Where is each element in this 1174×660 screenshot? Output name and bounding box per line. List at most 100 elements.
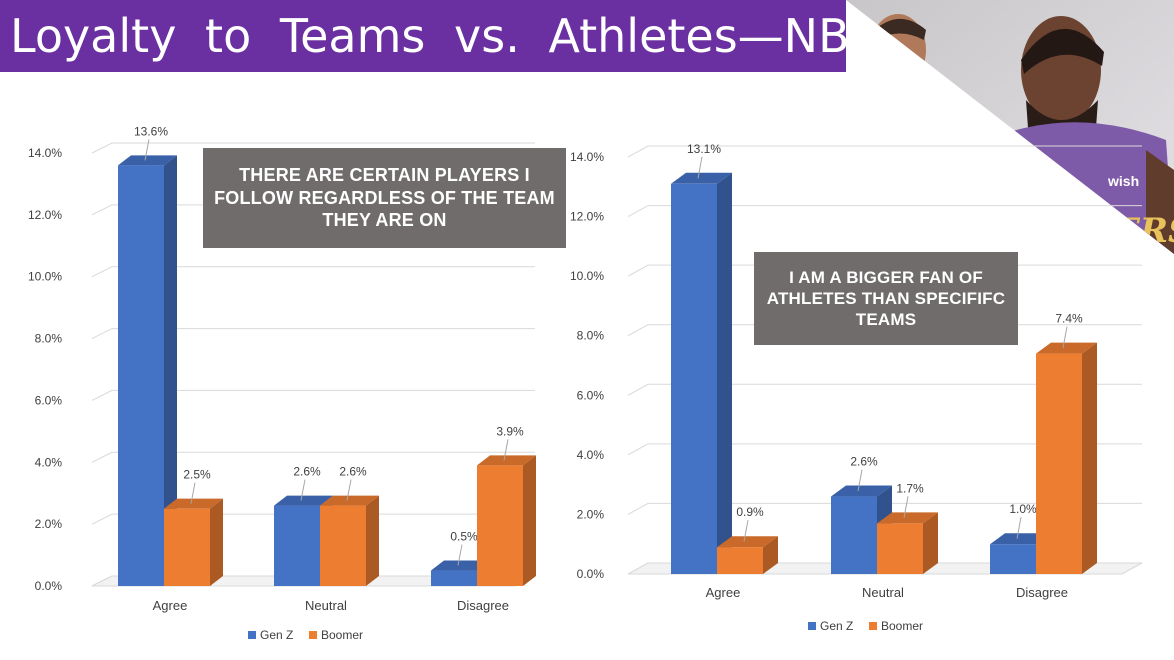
bar-top <box>477 455 536 466</box>
bar-top <box>164 498 223 509</box>
y-tick-label: 0.0% <box>35 579 63 593</box>
y-tick-label: 6.0% <box>577 388 605 402</box>
callout-left: THERE ARE CERTAIN PLAYERS I FOLLOW REGAR… <box>203 148 566 248</box>
data-label: 7.4% <box>1055 312 1083 326</box>
x-tick-label: Agree <box>706 585 741 600</box>
bar-boomer <box>717 536 778 574</box>
y-tick-label: 14.0% <box>570 150 604 164</box>
gridline <box>627 145 1142 158</box>
bar-front <box>831 496 877 574</box>
legend-swatch <box>808 622 816 630</box>
x-tick-label: Disagree <box>457 598 509 613</box>
title-banner: Loyalty to Teams vs. Athletes—NBA <box>0 0 881 72</box>
data-label-leader <box>1016 517 1022 539</box>
data-label: 1.0% <box>1009 502 1037 516</box>
data-label-leader <box>697 156 703 179</box>
bar-front <box>1036 353 1082 574</box>
bar-boomer <box>477 455 536 586</box>
y-tick-label: 8.0% <box>35 332 63 346</box>
data-label-leader <box>743 520 749 542</box>
data-label: 3.9% <box>496 424 524 438</box>
bar-side <box>763 536 778 574</box>
gridline <box>627 383 1142 396</box>
bar-side <box>1082 342 1097 574</box>
data-label-leader <box>457 544 463 566</box>
legend-swatch <box>248 631 256 639</box>
data-label: 2.6% <box>339 465 367 479</box>
bar-front <box>164 508 210 586</box>
data-label-leader <box>190 482 196 504</box>
y-tick-label: 10.0% <box>28 270 62 284</box>
bar-side <box>717 172 732 575</box>
data-label: 13.1% <box>687 142 721 156</box>
data-label: 13.6% <box>134 124 168 138</box>
bar-side <box>210 498 223 586</box>
legend-label: Gen Z <box>260 628 293 642</box>
x-tick-label: Neutral <box>305 598 347 613</box>
bar-side <box>164 155 177 586</box>
gridline <box>91 266 535 278</box>
y-tick-label: 14.0% <box>28 146 62 160</box>
bar-top <box>831 485 892 497</box>
bar-front <box>118 165 164 586</box>
y-tick-label: 2.0% <box>577 507 605 521</box>
bar-top <box>118 155 177 166</box>
bar-boomer <box>1036 342 1097 574</box>
bar-front <box>990 544 1036 574</box>
data-label-leader <box>503 439 509 461</box>
bar-top <box>877 512 938 524</box>
legend-label: Boomer <box>321 628 363 642</box>
bar-gen-z <box>671 172 732 575</box>
gridline <box>91 389 535 401</box>
bar-boomer <box>164 498 223 586</box>
bar-top <box>274 495 333 506</box>
y-tick-label: 2.0% <box>35 517 63 531</box>
bar-side <box>923 512 938 574</box>
bar-front <box>877 523 923 574</box>
bar-front <box>274 505 320 586</box>
data-label-leader <box>300 479 306 501</box>
data-label-leader <box>346 479 352 501</box>
data-label-leader <box>1062 326 1068 349</box>
data-label: 0.5% <box>450 530 478 544</box>
data-label: 2.5% <box>183 468 211 482</box>
bar-top <box>717 536 778 548</box>
gridline <box>91 451 535 463</box>
y-tick-label: 12.0% <box>28 208 62 222</box>
y-tick-label: 12.0% <box>570 210 604 224</box>
y-tick-label: 0.0% <box>577 567 605 581</box>
data-label-leader <box>903 496 909 518</box>
x-tick-label: Neutral <box>862 585 904 600</box>
bar-side <box>366 495 379 586</box>
gridline <box>627 205 1142 218</box>
gridline <box>627 502 1142 515</box>
bar-front <box>477 465 523 586</box>
bar-boomer <box>320 495 379 586</box>
bar-top <box>320 495 379 506</box>
bar-gen-z <box>118 155 177 586</box>
y-tick-label: 8.0% <box>577 329 605 343</box>
page-title: Loyalty to Teams vs. Athletes—NBA <box>10 9 882 63</box>
legend-swatch <box>869 622 877 630</box>
bar-boomer <box>877 512 938 574</box>
bar-top <box>990 533 1051 545</box>
gridline <box>91 142 535 154</box>
bar-side <box>523 455 536 586</box>
data-label-leader <box>857 469 863 492</box>
gridline <box>627 443 1142 456</box>
bar-top <box>431 560 490 571</box>
gridline <box>91 328 535 340</box>
legend-label: Gen Z <box>820 619 853 633</box>
y-tick-label: 4.0% <box>35 455 63 469</box>
data-label: 1.7% <box>896 481 924 495</box>
x-tick-label: Disagree <box>1016 585 1068 600</box>
legend-swatch <box>309 631 317 639</box>
y-tick-label: 4.0% <box>577 448 605 462</box>
gridline <box>91 513 535 525</box>
data-label: 2.6% <box>293 465 321 479</box>
y-tick-label: 10.0% <box>570 269 604 283</box>
y-tick-label: 6.0% <box>35 393 63 407</box>
x-tick-label: Agree <box>153 598 188 613</box>
